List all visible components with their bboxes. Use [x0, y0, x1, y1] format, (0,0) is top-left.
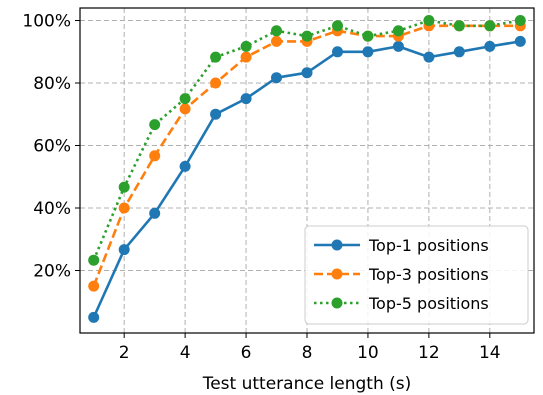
data-point	[332, 20, 343, 32]
series-3	[88, 15, 526, 266]
data-point	[179, 160, 191, 172]
data-point	[179, 93, 191, 105]
data-point	[392, 40, 404, 52]
data-point	[240, 93, 252, 105]
data-point	[118, 244, 130, 256]
legend-swatch-top-3-marker	[331, 268, 343, 280]
legend: Top-1 positions Top-3 positions Top-5 po…	[304, 225, 529, 325]
data-point	[362, 46, 374, 58]
data-point	[423, 15, 435, 26]
data-point	[88, 311, 100, 323]
data-point	[118, 181, 130, 193]
data-point	[484, 20, 496, 32]
y-tick-label: 40%	[33, 199, 71, 219]
y-tick-label: 60%	[33, 137, 71, 157]
data-point	[453, 46, 465, 58]
data-point	[149, 150, 161, 162]
data-point	[271, 35, 282, 47]
data-point	[271, 72, 282, 84]
x-tick-label: 14	[479, 343, 501, 363]
data-point	[210, 51, 222, 63]
legend-box	[304, 225, 529, 325]
legend-label-top-5: Top-5 positions	[368, 294, 489, 313]
legend-swatch-top-1-marker	[331, 239, 343, 251]
data-point	[149, 207, 161, 219]
data-point	[240, 51, 252, 63]
data-point	[210, 108, 222, 120]
legend-swatch-top-5-marker	[331, 297, 343, 309]
y-tick-label: 20%	[33, 262, 71, 282]
x-tick-label: 10	[357, 343, 379, 363]
x-tick-label: 2	[119, 343, 130, 363]
data-point	[514, 35, 526, 47]
data-point	[88, 254, 100, 266]
data-point	[271, 25, 282, 37]
data-point	[362, 30, 374, 42]
data-point	[332, 46, 343, 58]
data-point	[392, 25, 404, 37]
data-point	[240, 40, 252, 52]
data-point	[301, 30, 313, 42]
axis-ticks: 2 4 6 8 10 12 14 20% 40% 60% 80% 100%	[22, 12, 500, 364]
data-point	[423, 51, 435, 63]
data-point	[210, 77, 222, 89]
y-tick-label: 80%	[33, 74, 71, 94]
x-tick-label: 6	[241, 343, 252, 363]
x-tick-label: 8	[302, 343, 313, 363]
x-tick-label: 12	[418, 343, 440, 363]
data-point	[301, 67, 313, 79]
legend-label-top-1: Top-1 positions	[368, 236, 489, 255]
x-axis-title: Test utterance length (s)	[202, 374, 412, 394]
legend-label-top-3: Top-3 positions	[368, 265, 489, 284]
data-point	[453, 20, 465, 32]
y-tick-label: 100%	[22, 12, 71, 32]
x-tick-label: 4	[180, 343, 191, 363]
data-point	[88, 280, 100, 292]
series-group	[88, 15, 526, 323]
data-point	[514, 15, 526, 26]
data-point	[149, 119, 161, 131]
series-1	[88, 35, 526, 323]
data-point	[484, 40, 496, 52]
data-point	[118, 202, 130, 214]
data-point	[179, 103, 191, 115]
